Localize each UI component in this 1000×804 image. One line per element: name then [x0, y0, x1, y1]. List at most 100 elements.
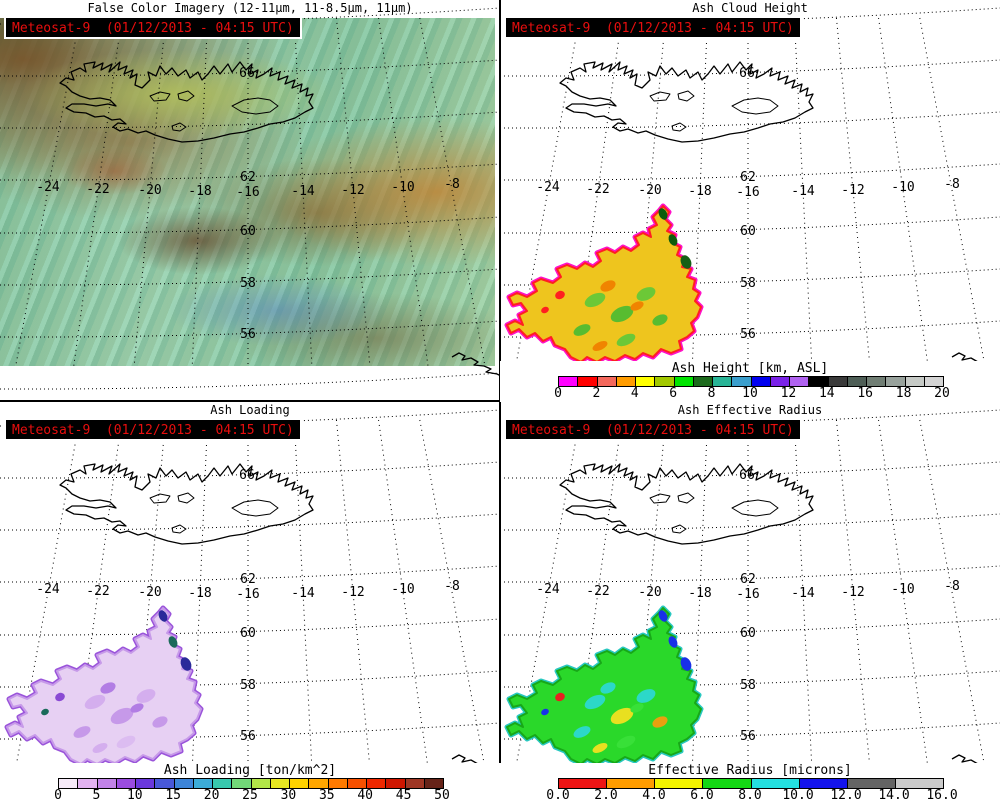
latitude-label: 60: [740, 626, 756, 641]
colorbar-tick-label: 2.0: [594, 788, 618, 803]
badge-text: Meteosat-9 (01/12/2013 - 04:15 UTC): [512, 21, 794, 36]
colorbar-tick-label: 40: [357, 788, 374, 803]
panel-title: Ash Effective Radius: [677, 403, 823, 417]
longitude-label: -10: [891, 582, 914, 597]
longitude-label: -14: [791, 184, 815, 199]
longitude-label: -18: [688, 586, 711, 601]
plume-speckle: [680, 657, 692, 671]
colorbar-segment: [251, 779, 271, 788]
longitude-label: -12: [341, 585, 364, 600]
longitude-label: -8: [944, 177, 960, 192]
meteosat-timestamp-badge: Meteosat-9 (01/12/2013 - 04:15 UTC): [4, 16, 302, 39]
colorbar-segment: [828, 377, 848, 386]
badge-text: Meteosat-9 (01/12/2013 - 04:15 UTC): [12, 423, 294, 438]
colorbar-segment: [97, 779, 117, 788]
colorbar-effective-radius: Effective Radius [microns] 0.0 2.0 4.0 6.0 8…: [500, 763, 1000, 804]
plume-speckle: [136, 689, 156, 703]
latitude-label: 58: [240, 276, 256, 291]
plume-speckle: [180, 657, 192, 671]
colorbar-tick-label: 10.0: [782, 788, 814, 803]
ash-plume: [504, 203, 704, 365]
plume-speckle: [116, 735, 136, 749]
scotland-coastline: [451, 352, 500, 377]
badge-text: Meteosat-9 (01/12/2013 - 04:15 UTC): [512, 423, 794, 438]
longitude-label: -16: [236, 587, 259, 602]
plume-speckle: [636, 287, 656, 301]
latitude-label: 58: [740, 276, 756, 291]
plume-speckle: [152, 716, 168, 728]
longitude-label: -8: [444, 579, 460, 594]
longitude-label: -8: [944, 579, 960, 594]
colorbar-segment: [799, 779, 848, 788]
panel-false-color: -24 -22 -20 -18 -16 -14 -12 -10 -8 66 62 60 58 56 Fal…: [0, 0, 500, 402]
longitude-label: -24: [36, 180, 60, 195]
colorbar-tick-label: 25: [242, 788, 258, 803]
colorbar-segment: [895, 779, 943, 788]
latitude-label: 58: [740, 678, 756, 693]
colorbar-tick-label: 15: [165, 788, 182, 803]
grid-labels: -24 -22 -20 -18 -16 -14 -12 -10 -8 66 62 60 58 56: [36, 468, 460, 744]
colorbar-segment: [559, 779, 608, 788]
panel-ash-height: -24 -22 -20 -18 -16 -14 -12 -10 -8 66 62 60 58 56 Ash…: [500, 0, 1000, 402]
colorbar-segment: [424, 779, 443, 788]
colorbar-segment: [578, 377, 598, 386]
colorbar-tick-label: 10: [126, 788, 143, 803]
colorbar-segment: [636, 377, 656, 386]
ash-plume: [4, 605, 204, 767]
latitude-label: 56: [240, 729, 256, 744]
colorbar-tick-label: 16: [857, 386, 874, 401]
colorbar-tick-label: 4.0: [642, 788, 666, 803]
latitude-label: 62: [740, 572, 756, 587]
colorbar-tick-label: 6: [669, 386, 678, 401]
meteosat-timestamp-badge: Meteosat-9 (01/12/2013 - 04:15 UTC): [504, 418, 802, 441]
colorbar-tick-label: 14.0: [878, 788, 910, 803]
meteosat-timestamp-badge: Meteosat-9 (01/12/2013 - 04:15 UTC): [4, 418, 302, 441]
latitude-label: 62: [240, 170, 256, 185]
plume-speckle: [652, 314, 668, 326]
latitude-label: 66: [739, 66, 755, 81]
colorbar-bar: [558, 778, 944, 789]
longitude-label: -24: [36, 582, 60, 597]
colorbar-ticks: 0.0 2.0 4.0 6.0 8.0 10.0 12.0 14.0 16.0: [500, 788, 1000, 804]
latitude-label: 56: [740, 729, 756, 744]
longitude-label: -24: [536, 582, 560, 597]
colorbar-tick-label: 45: [395, 788, 412, 803]
plume-speckle: [555, 692, 565, 702]
colorbar-segment: [559, 377, 579, 386]
iceland-coastline: [59, 61, 500, 377]
colorbar-segment: [732, 377, 752, 386]
plume-speckle: [573, 324, 591, 336]
colorbar-tick-label: 5: [92, 788, 101, 803]
plume-speckle: [616, 735, 636, 749]
panel-title: False Color Imagery (12-11μm, 11-8.5μm, …: [87, 1, 413, 15]
colorbar-segment: [193, 779, 213, 788]
colorbar-label: Ash Loading [ton/km^2]: [163, 763, 337, 778]
longitude-label: -14: [291, 184, 315, 199]
colorbar-segment: [78, 779, 98, 788]
latitude-label: 56: [740, 327, 756, 342]
colorbar-segment: [905, 377, 925, 386]
colorbar-segment: [597, 377, 617, 386]
latitude-label: 60: [240, 626, 256, 641]
colorbar-segment: [847, 377, 867, 386]
plume-speckle: [130, 703, 144, 713]
plume-speckle: [668, 636, 678, 648]
panel-title: Ash Loading: [210, 403, 290, 417]
plume-speckle: [616, 333, 636, 347]
colorbar-segment: [367, 779, 387, 788]
colorbar-segment: [809, 377, 829, 386]
colorbar-tick-label: 50: [434, 788, 450, 803]
longitude-label: -8: [444, 177, 460, 192]
longitude-label: -20: [138, 183, 161, 198]
colorbar-segment: [155, 779, 175, 788]
longitude-label: -24: [536, 180, 560, 195]
longitude-label: -20: [138, 585, 161, 600]
colorbar-segment: [616, 377, 636, 386]
longitude-label: -16: [736, 587, 759, 602]
colorbar-segment: [751, 779, 800, 788]
colorbar-segment: [655, 779, 704, 788]
colorbar-tick-label: 8: [707, 386, 716, 401]
latitude-label: 58: [240, 678, 256, 693]
colorbar-tick-label: 0: [54, 788, 62, 803]
